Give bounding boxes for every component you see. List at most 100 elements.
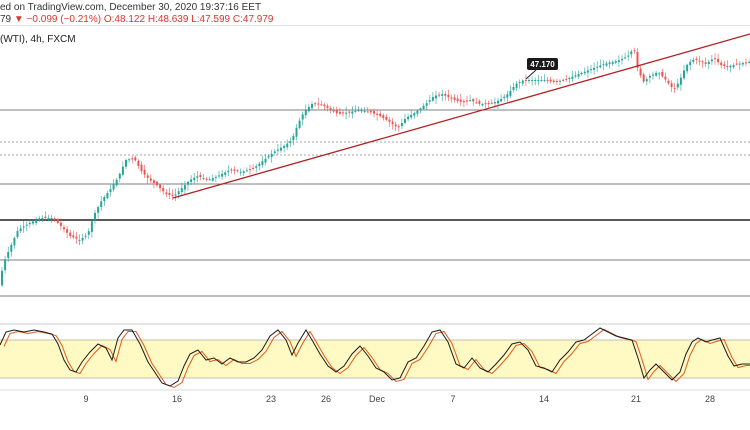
- candle-down: [459, 99, 462, 102]
- candle-up: [7, 251, 10, 258]
- candle-up: [304, 110, 307, 116]
- candle-down: [72, 235, 75, 238]
- candle-up: [410, 114, 413, 118]
- candle-down: [335, 109, 338, 114]
- candle-down: [165, 192, 168, 195]
- candle-down: [320, 104, 323, 106]
- candle-down: [394, 124, 397, 127]
- candle-up: [41, 218, 44, 220]
- candle-down: [134, 157, 137, 161]
- price-tag: 47.170: [525, 58, 558, 80]
- candle-up: [174, 194, 177, 196]
- open-value: O:48.122: [103, 14, 146, 25]
- candle-down: [146, 175, 149, 178]
- candle-down: [373, 111, 375, 114]
- candle-up: [608, 62, 611, 65]
- candle-up: [574, 75, 577, 77]
- candle-up: [400, 123, 403, 127]
- ohlc-header: 79 ▼ −0.099 (−0.21%) O:48.122 H:48.639 L…: [0, 14, 274, 25]
- candle-up: [245, 170, 248, 172]
- candle-up: [621, 58, 623, 61]
- candle-up: [676, 83, 679, 88]
- candle-down: [44, 216, 47, 218]
- candle-up: [218, 175, 220, 177]
- change-value: ▼ −0.099 (−0.21%): [13, 14, 102, 25]
- stoch-d-line: [3, 328, 750, 389]
- candle-up: [738, 63, 741, 65]
- candle-down: [140, 164, 143, 172]
- candle-up: [32, 221, 34, 224]
- candle-down: [56, 219, 59, 223]
- candle-up: [425, 103, 428, 106]
- candle-down: [475, 102, 478, 104]
- candle-up: [599, 65, 602, 68]
- candle-up: [264, 158, 267, 163]
- candle-up: [112, 184, 115, 190]
- candle-up: [239, 171, 242, 173]
- candle-up: [506, 94, 509, 98]
- candle-up: [224, 172, 227, 175]
- candle-down: [137, 160, 140, 166]
- candle-down: [366, 111, 369, 113]
- candle-up: [273, 151, 276, 154]
- candle-down: [478, 101, 481, 104]
- candle-up: [183, 185, 186, 190]
- candle-up: [286, 143, 289, 148]
- candle-down: [667, 80, 670, 84]
- candle-down: [633, 50, 636, 52]
- candle-up: [521, 80, 524, 84]
- candle-down: [252, 167, 255, 169]
- candle-up: [301, 114, 304, 120]
- candle-up: [577, 74, 580, 77]
- candle-up: [559, 80, 561, 82]
- header-divider: [0, 25, 750, 26]
- candle-up: [4, 259, 7, 271]
- candle-up: [732, 65, 735, 68]
- candle-up: [497, 100, 499, 104]
- candle-up: [686, 64, 689, 72]
- candle-up: [202, 178, 205, 180]
- candle-down: [639, 68, 642, 76]
- trendline: [172, 33, 750, 199]
- candle-up: [94, 212, 96, 220]
- candle-up: [289, 141, 292, 144]
- candle-down: [75, 236, 78, 239]
- candle-down: [152, 180, 155, 183]
- candle-down: [453, 97, 456, 100]
- candle-down: [233, 169, 236, 171]
- candle-up: [345, 112, 348, 114]
- candle-down: [714, 58, 716, 60]
- price-tag-value: 47.170: [530, 60, 555, 69]
- candle-down: [670, 83, 673, 88]
- candle-down: [450, 97, 453, 99]
- candle-down: [326, 105, 329, 108]
- candle-down: [59, 222, 62, 226]
- candle-up: [267, 156, 270, 158]
- candle-up: [593, 67, 596, 70]
- candle-down: [397, 126, 400, 128]
- candle-up: [630, 51, 633, 55]
- candle-up: [221, 173, 224, 177]
- candle-up: [106, 193, 109, 199]
- candle-down: [388, 119, 391, 122]
- candle-down: [338, 111, 341, 114]
- candle-down: [156, 181, 158, 186]
- candle-up: [617, 60, 620, 63]
- candle-up: [413, 112, 416, 116]
- horizontal-levels: [0, 109, 750, 297]
- candle-down: [490, 102, 493, 104]
- candle-down: [69, 232, 72, 237]
- candle-down: [53, 218, 56, 220]
- candle-up: [500, 99, 503, 102]
- candle-up: [419, 108, 422, 111]
- symbol-label: (WTI), 4h, FXCM: [0, 34, 76, 45]
- candle-up: [311, 104, 313, 109]
- candle-up: [707, 61, 710, 65]
- stoch-k-line: [0, 327, 750, 387]
- candle-down: [66, 229, 69, 233]
- candle-up: [543, 80, 546, 82]
- candle-up: [645, 79, 648, 82]
- candle-up: [180, 188, 183, 193]
- candle-down: [379, 113, 382, 117]
- candle-up: [351, 111, 354, 114]
